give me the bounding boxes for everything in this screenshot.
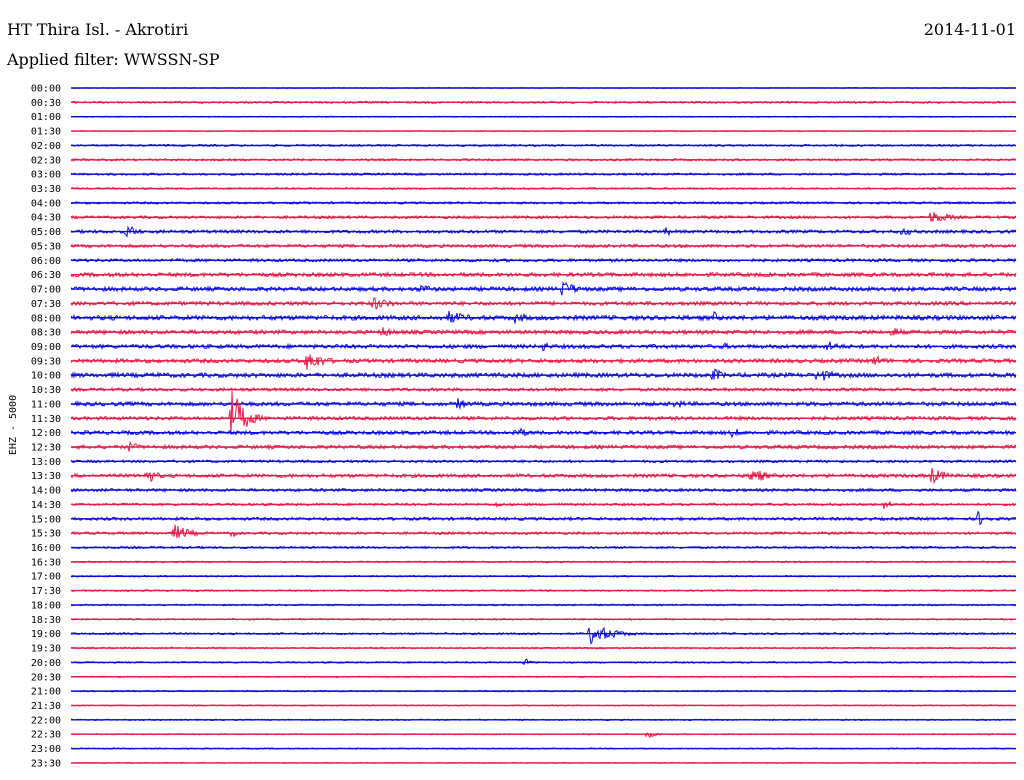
- time-label: 20:00: [31, 658, 61, 669]
- time-label: 11:00: [31, 399, 61, 410]
- plot-date: 2014-11-01: [923, 20, 1016, 39]
- time-label: 23:00: [31, 744, 61, 755]
- time-label: 01:30: [31, 127, 61, 138]
- time-label: 17:00: [31, 572, 61, 583]
- trace-line: [70, 500, 1017, 509]
- time-label: 19:00: [31, 629, 61, 640]
- time-label: 02:00: [31, 141, 61, 152]
- trace-line: [70, 390, 1017, 436]
- time-label: 04:30: [31, 213, 61, 224]
- time-label: 21:00: [31, 687, 61, 698]
- time-label: 12:00: [31, 428, 61, 439]
- time-label: 05:30: [31, 242, 61, 253]
- time-label: 00:30: [31, 98, 61, 109]
- time-label: 03:00: [31, 170, 61, 181]
- time-label: 14:00: [31, 486, 61, 497]
- trace-rows: 00:00 00:30 01:00 01:30 02:00 02:30 03:00 03:30…: [31, 84, 1017, 769]
- trace-line: [70, 510, 1017, 526]
- time-label: 20:30: [31, 672, 61, 683]
- filter-label: Applied filter: WWSSN-SP: [7, 50, 220, 69]
- time-label: 01:00: [31, 112, 61, 123]
- time-label: 13:00: [31, 457, 61, 468]
- time-label: 16:30: [31, 557, 61, 568]
- time-label: 14:30: [31, 500, 61, 511]
- time-label: 07:30: [31, 299, 61, 310]
- time-label: 19:30: [31, 644, 61, 655]
- trace-line: [70, 281, 1017, 296]
- trace-line: [70, 327, 1017, 337]
- time-label: 12:30: [31, 443, 61, 454]
- time-label: 06:30: [31, 270, 61, 281]
- time-label: 10:30: [31, 385, 61, 396]
- time-label: 02:30: [31, 155, 61, 166]
- time-label: 17:30: [31, 586, 61, 597]
- time-label: 18:30: [31, 615, 61, 626]
- time-label: 08:00: [31, 313, 61, 324]
- time-label: 22:00: [31, 715, 61, 726]
- channel-label: EHZ - 5000: [8, 395, 19, 455]
- trace-line: [70, 354, 1017, 370]
- time-label: 21:30: [31, 701, 61, 712]
- time-label: 10:00: [31, 371, 61, 382]
- time-label: 03:30: [31, 184, 61, 195]
- time-label: 07:00: [31, 285, 61, 296]
- time-label: 22:30: [31, 730, 61, 741]
- time-label: 09:00: [31, 342, 61, 353]
- time-label: 15:00: [31, 514, 61, 525]
- time-label: 09:30: [31, 356, 61, 367]
- time-label: 13:30: [31, 471, 61, 482]
- trace-line: [70, 626, 1017, 645]
- time-label: 05:00: [31, 227, 61, 238]
- time-label: 16:00: [31, 543, 61, 554]
- time-label: 00:00: [31, 84, 61, 95]
- time-label: 11:30: [31, 414, 61, 425]
- trace-line: [70, 524, 1017, 539]
- station-title: HT Thira Isl. - Akrotiri: [7, 20, 189, 39]
- time-label: 04:00: [31, 198, 61, 209]
- trace-line: [70, 398, 1017, 410]
- time-label: 23:30: [31, 758, 61, 769]
- time-label: 18:00: [31, 601, 61, 612]
- time-label: 08:30: [31, 328, 61, 339]
- time-label: 06:00: [31, 256, 61, 267]
- time-label: 15:30: [31, 529, 61, 540]
